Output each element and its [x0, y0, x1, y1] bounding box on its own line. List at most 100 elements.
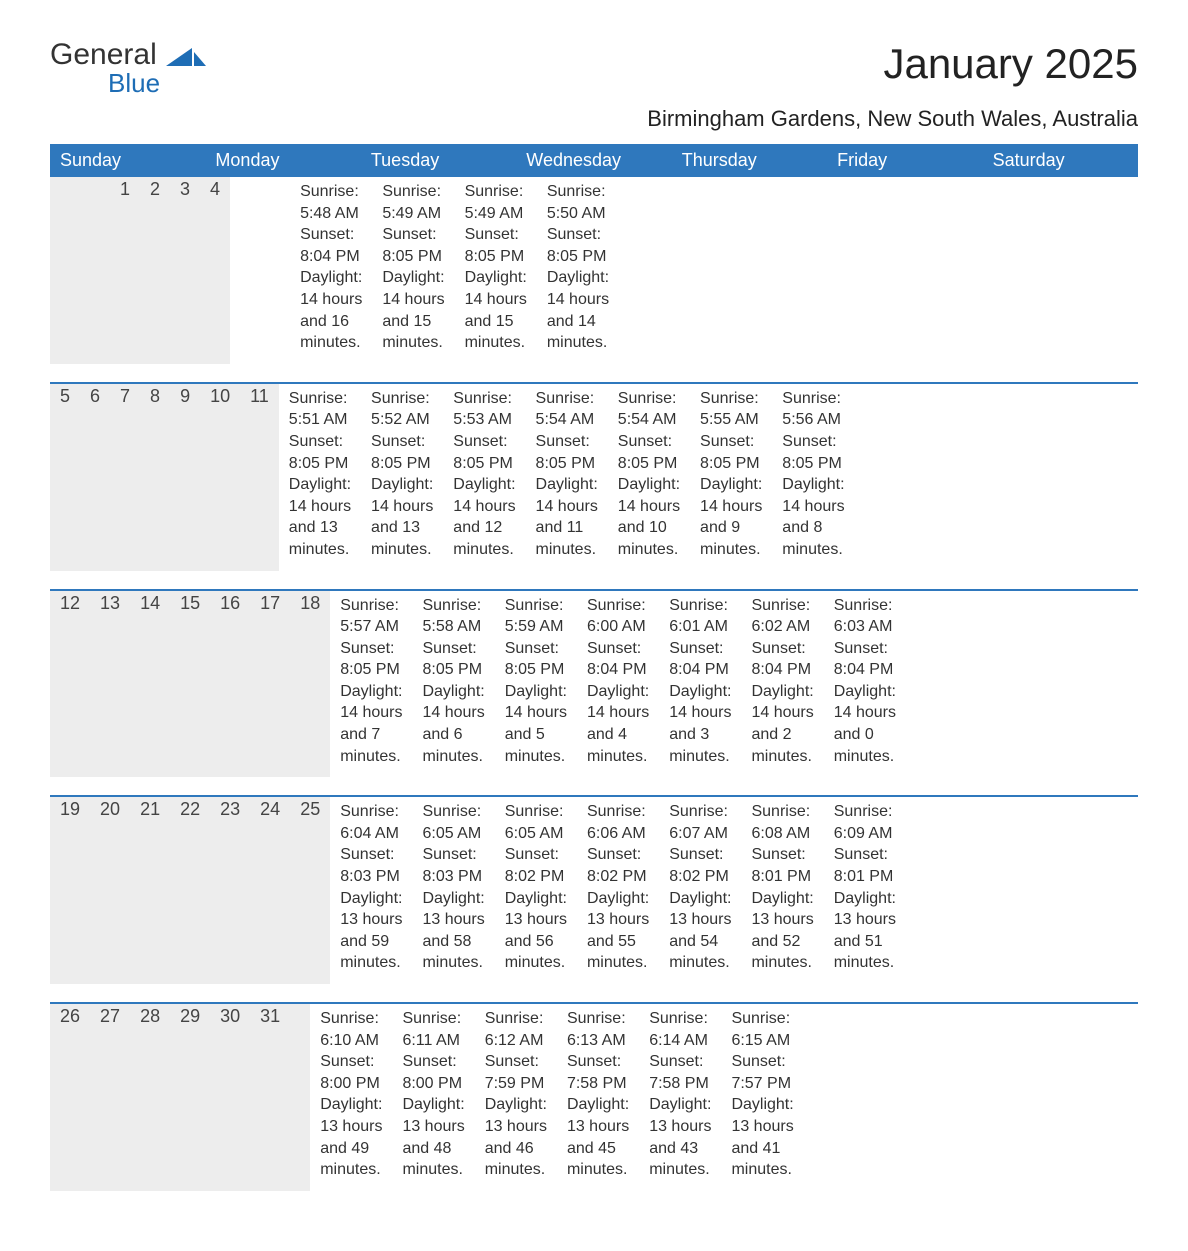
daylight-line: Daylight: 14 hours and 4 minutes. — [587, 681, 649, 767]
sunset-line: Sunset: 8:05 PM — [547, 224, 609, 267]
day-details: Sunrise: 6:01 AMSunset: 8:04 PMDaylight:… — [659, 591, 741, 778]
sunrise-line: Sunrise: 5:54 AM — [536, 388, 598, 431]
sunrise-line: Sunrise: 6:14 AM — [649, 1008, 711, 1051]
weekday-header-cell: Thursday — [672, 144, 827, 177]
day-number: 8 — [140, 384, 170, 571]
day-details: Sunrise: 5:54 AMSunset: 8:05 PMDaylight:… — [608, 384, 690, 571]
details-row: Sunrise: 5:51 AM Sunset: 8:05 PM Daylight:… — [279, 384, 855, 571]
sunrise-line: Sunrise: 6:15 AM — [731, 1008, 793, 1051]
day-number: 6 — [80, 384, 110, 571]
weekday-header-cell: Friday — [827, 144, 982, 177]
daylight-line: Daylight: 13 hours and 55 minutes. — [587, 888, 649, 974]
sunrise-line: Sunrise: 5:58 AM — [422, 595, 484, 638]
sunset-line: Sunset: 8:05 PM — [422, 638, 484, 681]
sunset-line: Sunset: 8:04 PM — [751, 638, 813, 681]
daylight-line: Daylight: 14 hours and 13 minutes. — [289, 474, 351, 560]
day-number: 1 — [110, 177, 140, 364]
sunrise-line: Sunrise: 6:00 AM — [587, 595, 649, 638]
sunset-line: Sunset: 8:05 PM — [340, 638, 402, 681]
daynum-row: 567891011 — [50, 384, 279, 571]
day-details: Sunrise: 6:02 AMSunset: 8:04 PMDaylight:… — [741, 591, 823, 778]
sunrise-line: Sunrise: 5:54 AM — [618, 388, 680, 431]
day-number: 28 — [130, 1004, 170, 1191]
daylight-line: Daylight: 13 hours and 56 minutes. — [505, 888, 567, 974]
daylight-line: Daylight: 14 hours and 15 minutes. — [382, 267, 444, 353]
day-number: 25 — [290, 797, 330, 984]
sunrise-line: Sunrise: 6:05 AM — [422, 801, 484, 844]
daylight-line: Daylight: 13 hours and 41 minutes. — [731, 1094, 793, 1180]
day-number: 19 — [50, 797, 90, 984]
daylight-line: Daylight: 13 hours and 45 minutes. — [567, 1094, 629, 1180]
weekday-header-cell: Saturday — [983, 144, 1138, 177]
day-number: 17 — [250, 591, 290, 778]
daylight-line: Daylight: 14 hours and 3 minutes. — [669, 681, 731, 767]
sunrise-line: Sunrise: 5:51 AM — [289, 388, 351, 431]
day-number: 7 — [110, 384, 140, 571]
daylight-line: Daylight: 14 hours and 0 minutes. — [834, 681, 896, 767]
day-number: 18 — [290, 591, 330, 778]
sunrise-line: Sunrise: 5:55 AM — [700, 388, 762, 431]
details-row: Sunrise: 5:48 AMSunset: 8:04 PMDaylight:… — [230, 177, 619, 364]
daylight-line: Daylight: 13 hours and 52 minutes. — [751, 888, 813, 974]
day-number: 20 — [90, 797, 130, 984]
daylight-line: Daylight: 13 hours and 51 minutes. — [834, 888, 896, 974]
sunset-line: Sunset: 8:02 PM — [505, 844, 567, 887]
sunset-line: Sunset: 8:04 PM — [300, 224, 362, 267]
day-details: Sunrise: 6:06 AMSunset: 8:02 PMDaylight:… — [577, 797, 659, 984]
details-row: Sunrise: 6:04 AMSunset: 8:03 PMDaylight:… — [330, 797, 906, 984]
weekday-header-cell: Sunday — [50, 144, 205, 177]
calendar-week: 262728293031Sunrise: 6:10 AMSunset: 8:00… — [50, 1002, 1138, 1191]
day-details: Sunrise: 6:14 AMSunset: 7:58 PMDaylight:… — [639, 1004, 721, 1191]
sunrise-line: Sunrise: 6:04 AM — [340, 801, 402, 844]
calendar-page: General Blue January 2025 Birmingham Gar… — [0, 0, 1188, 1251]
daylight-line: Daylight: 14 hours and 5 minutes. — [505, 681, 567, 767]
day-details: Sunrise: 6:13 AMSunset: 7:58 PMDaylight:… — [557, 1004, 639, 1191]
daylight-line: Daylight: 13 hours and 43 minutes. — [649, 1094, 711, 1180]
daylight-line: Daylight: 14 hours and 12 minutes. — [453, 474, 515, 560]
sunset-line: Sunset: 8:05 PM — [782, 431, 844, 474]
day-number: 5 — [50, 384, 80, 571]
day-number: 22 — [170, 797, 210, 984]
sunset-line: Sunset: 8:05 PM — [371, 431, 433, 474]
sunset-line: Sunset: 7:58 PM — [649, 1051, 711, 1094]
day-details: Sunrise: 5:54 AMSunset: 8:05 PMDaylight:… — [526, 384, 608, 571]
sunrise-line: Sunrise: 6:08 AM — [751, 801, 813, 844]
day-number: 3 — [170, 177, 200, 364]
day-details: Sunrise: 5:55 AMSunset: 8:05 PMDaylight:… — [690, 384, 772, 571]
daylight-line: Daylight: 14 hours and 9 minutes. — [700, 474, 762, 560]
sunset-line: Sunset: 8:01 PM — [834, 844, 896, 887]
daylight-line: Daylight: 14 hours and 6 minutes. — [422, 681, 484, 767]
daylight-line: Daylight: 13 hours and 54 minutes. — [669, 888, 731, 974]
day-details: Sunrise: 6:03 AMSunset: 8:04 PMDaylight:… — [824, 591, 906, 778]
weekday-header-cell: Wednesday — [516, 144, 671, 177]
day-number: 13 — [90, 591, 130, 778]
daylight-line: Daylight: 14 hours and 15 minutes. — [465, 267, 527, 353]
sunrise-line: Sunrise: 5:49 AM — [465, 181, 527, 224]
daylight-line: Daylight: 13 hours and 48 minutes. — [402, 1094, 464, 1180]
day-details — [250, 177, 270, 364]
calendar-week: 567891011Sunrise: 5:51 AM Sunset: 8:05 PM… — [50, 382, 1138, 571]
sunrise-line: Sunrise: 6:05 AM — [505, 801, 567, 844]
daynum-row: 19202122232425 — [50, 797, 330, 984]
weeks-container: 1234Sunrise: 5:48 AMSunset: 8:04 PMDayli… — [50, 177, 1138, 1191]
day-details: Sunrise: 6:05 AMSunset: 8:03 PMDaylight:… — [412, 797, 494, 984]
daylight-line: Daylight: 13 hours and 59 minutes. — [340, 888, 402, 974]
weekday-header-cell: Tuesday — [361, 144, 516, 177]
sunrise-line: Sunrise: 6:01 AM — [669, 595, 731, 638]
sunset-line: Sunset: 8:03 PM — [340, 844, 402, 887]
day-details: Sunrise: 5:49 AMSunset: 8:05 PMDaylight:… — [455, 177, 537, 364]
weekday-header-cell: Monday — [205, 144, 360, 177]
daylight-line: Daylight: 14 hours and 7 minutes. — [340, 681, 402, 767]
calendar-week: 19202122232425Sunrise: 6:04 AMSunset: 8:… — [50, 795, 1138, 984]
day-number: 16 — [210, 591, 250, 778]
sunrise-line: Sunrise: 5:53 AM — [453, 388, 515, 431]
day-details: Sunrise: 5:58 AMSunset: 8:05 PMDaylight:… — [412, 591, 494, 778]
sunrise-line: Sunrise: 6:13 AM — [567, 1008, 629, 1051]
day-details: Sunrise: 6:05 AMSunset: 8:02 PMDaylight:… — [495, 797, 577, 984]
day-details — [230, 177, 250, 364]
sunset-line: Sunset: 8:04 PM — [834, 638, 896, 681]
brand-name-top: General — [50, 40, 160, 70]
day-details: Sunrise: 6:04 AMSunset: 8:03 PMDaylight:… — [330, 797, 412, 984]
details-row: Sunrise: 5:57 AMSunset: 8:05 PMDaylight:… — [330, 591, 906, 778]
day-details — [804, 1004, 824, 1191]
